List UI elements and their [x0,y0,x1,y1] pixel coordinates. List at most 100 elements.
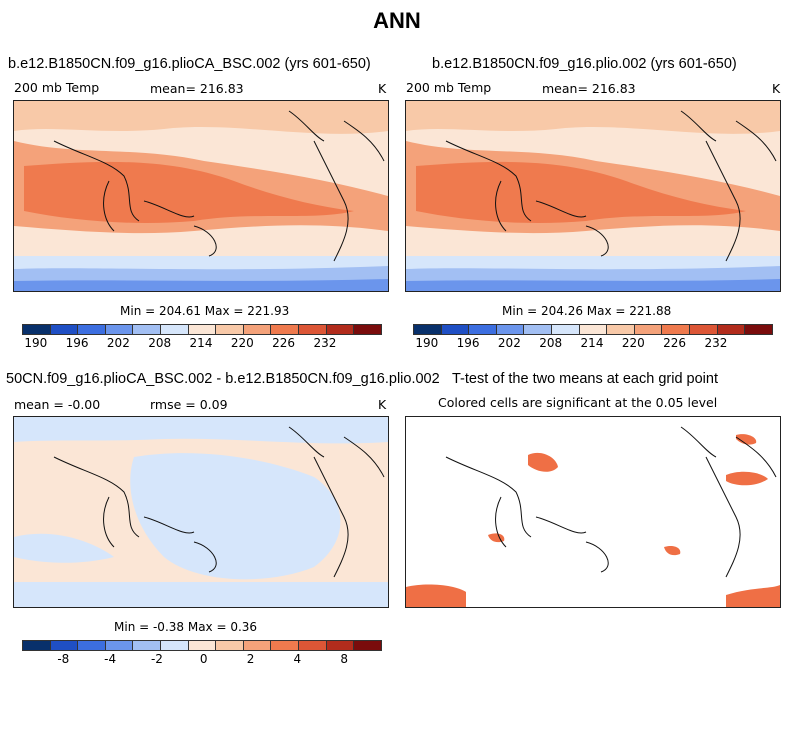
panel1-minmax: Min = 204.61 Max = 221.93 [120,304,290,318]
colorbar-tick-label: 214 [189,336,213,350]
colorbar-tick-label: 226 [663,336,687,350]
panel4-field [406,417,780,607]
colorbar-tick-label: 202 [106,336,130,350]
colorbar-tick-label: 220 [621,336,645,350]
panel1-colorbar [22,324,382,335]
panel2-colorbar [413,324,773,335]
colorbar-cell [243,641,272,650]
colorbar-tick-label: 0 [199,652,208,666]
panel3-title: 50CN.f09_g16.plioCA_BSC.002 - b.e12.B185… [6,371,440,387]
colorbar-cell [161,325,189,334]
colorbar-cell [354,641,381,650]
panel1-field [14,101,388,291]
colorbar-cell [23,641,51,650]
figure-title: ANN [373,8,421,33]
colorbar-tick-label: 196 [65,336,89,350]
colorbar-cell [188,325,217,334]
colorbar-cell [441,325,470,334]
panel3-map [13,416,389,608]
colorbar-cell [216,641,244,650]
colorbar-tick-label: 208 [539,336,563,350]
panel2-map [405,100,781,292]
panel3-mean: mean = -0.00 [14,397,101,412]
panel1-colorbar-labels: 190 196 202 208 214 220 226 232 [22,336,380,352]
colorbar-cell [690,325,718,334]
colorbar-cell [243,325,272,334]
colorbar-cell [23,325,51,334]
panel2-field [406,101,780,291]
colorbar-cell [299,641,327,650]
panel1-map [13,100,389,292]
panel1-units: K [378,81,387,96]
colorbar-cell [717,325,746,334]
panel2-units: K [772,81,781,96]
panel4-subtitle: Colored cells are significant at the 0.0… [438,395,718,410]
colorbar-tick-label: 208 [148,336,172,350]
colorbar-tick-label: 8 [340,652,349,666]
colorbar-cell [662,325,691,334]
colorbar-cell [607,325,635,334]
panel4-map [405,416,781,608]
colorbar-tick-label: 190 [415,336,439,350]
colorbar-tick-label: 4 [293,652,302,666]
colorbar-cell [271,641,300,650]
sig-region-east-asia [528,452,558,472]
panel4-title: T-test of the two means at each grid poi… [452,371,718,387]
sig-region-southern-ocean-east [726,585,780,607]
panel2-minmax: Min = 204.26 Max = 221.88 [502,304,672,318]
colorbar-cell [271,325,300,334]
panel3-units: K [378,397,387,412]
colorbar-cell [326,641,355,650]
panel2-variable: 200 mb Temp [406,80,492,95]
colorbar-tick-label: 232 [704,336,728,350]
colorbar-cell [188,641,217,650]
colorbar-cell [105,641,134,650]
colorbar-tick-label: 232 [313,336,337,350]
colorbar-tick-label: -2 [150,652,163,666]
colorbar-cell [354,325,381,334]
colorbar-cell [634,325,663,334]
sig-region-north-atlantic [726,471,768,486]
panel3-colorbar-labels: -8 -4 -2 0 2 4 8 [22,652,380,668]
panel3-minmax: Min = -0.38 Max = 0.36 [114,620,258,634]
sig-region-greenland [736,434,757,445]
colorbar-cell [552,325,580,334]
colorbar-cell [105,325,134,334]
colorbar-cell [326,325,355,334]
colorbar-tick-label: 220 [230,336,254,350]
colorbar-cell [414,325,442,334]
colorbar-tick-label: 196 [456,336,480,350]
colorbar-cell [496,325,525,334]
colorbar-cell [524,325,553,334]
sig-region-south-pacific [664,545,681,556]
panel1-mean: mean= 216.83 [150,81,244,96]
colorbar-cell [579,325,608,334]
colorbar-cell [78,325,106,334]
colorbar-tick-label: 226 [272,336,296,350]
panel3-colorbar [22,640,382,651]
panel1-title: b.e12.B1850CN.f09_g16.plioCA_BSC.002 (yr… [8,56,371,72]
colorbar-cell [133,325,162,334]
panel2-colorbar-labels: 190 196 202 208 214 220 226 232 [413,336,771,352]
panel3-rmse: rmse = 0.09 [150,397,228,412]
colorbar-tick-label: 202 [497,336,521,350]
colorbar-cell [133,641,162,650]
sig-region-southern-ocean-west [406,584,466,607]
panel3-field [14,417,388,607]
colorbar-cell [299,325,327,334]
colorbar-cell [50,641,79,650]
colorbar-cell [50,325,79,334]
colorbar-tick-label: 190 [24,336,48,350]
colorbar-cell [216,325,244,334]
colorbar-cell [469,325,497,334]
colorbar-cell [161,641,189,650]
colorbar-tick-label: 214 [580,336,604,350]
panel2-mean: mean= 216.83 [542,81,636,96]
colorbar-tick-label: -8 [57,652,70,666]
colorbar-cell [78,641,106,650]
colorbar-tick-label: 2 [246,652,255,666]
colorbar-tick-label: -4 [104,652,117,666]
panel1-variable: 200 mb Temp [14,80,100,95]
panel2-title: b.e12.B1850CN.f09_g16.plio.002 (yrs 601-… [432,56,737,72]
colorbar-cell [745,325,772,334]
